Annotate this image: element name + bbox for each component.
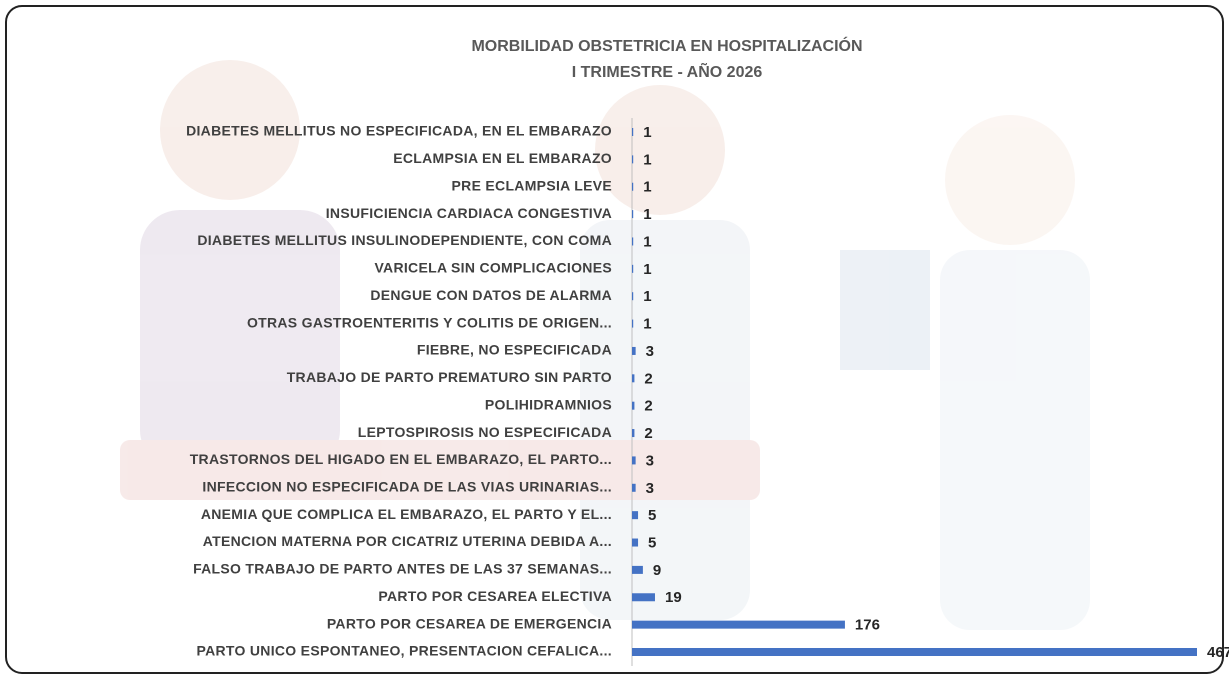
bar bbox=[632, 566, 643, 574]
data-label: 176 bbox=[855, 617, 880, 634]
category-label: OTRAS GASTROENTERITIS Y COLITIS DE ORIGE… bbox=[247, 314, 612, 330]
data-label: 1 bbox=[643, 124, 651, 141]
data-label: 467 bbox=[1207, 644, 1229, 661]
data-label: 3 bbox=[646, 343, 654, 360]
data-label: 1 bbox=[643, 288, 651, 305]
category-label: POLIHIDRAMNIOS bbox=[485, 396, 612, 412]
category-label: DIABETES MELLITUS INSULINODEPENDIENTE, C… bbox=[197, 232, 612, 248]
category-label: DENGUE CON DATOS DE ALARMA bbox=[370, 287, 612, 303]
data-label: 19 bbox=[665, 589, 682, 606]
data-label: 9 bbox=[653, 562, 661, 579]
bar bbox=[632, 292, 633, 300]
bar bbox=[632, 621, 845, 629]
data-label: 1 bbox=[643, 206, 651, 223]
category-label: ANEMIA QUE COMPLICA EL EMBARAZO, EL PART… bbox=[201, 506, 612, 522]
bar bbox=[632, 374, 634, 382]
bar bbox=[632, 237, 633, 245]
data-label: 1 bbox=[643, 151, 651, 168]
chart: MORBILIDAD OBSTETRICIA EN HOSPITALIZACIÓ… bbox=[0, 0, 1229, 679]
category-label: ECLAMPSIA EN EL EMBARAZO bbox=[393, 150, 612, 166]
chart-title: MORBILIDAD OBSTETRICIA EN HOSPITALIZACIÓ… bbox=[471, 36, 862, 55]
chart-subtitle: I TRIMESTRE - AÑO 2026 bbox=[572, 61, 763, 81]
bar bbox=[632, 456, 636, 464]
category-label: VARICELA SIN COMPLICACIONES bbox=[374, 260, 612, 276]
category-label: DIABETES MELLITUS NO ESPECIFICADA, EN EL… bbox=[186, 123, 612, 139]
category-label: ATENCION MATERNA POR CICATRIZ UTERINA DE… bbox=[203, 533, 612, 549]
data-label: 3 bbox=[646, 480, 654, 497]
category-label: INSUFICIENCIA CARDIACA CONGESTIVA bbox=[326, 205, 612, 221]
category-label: PRE ECLAMPSIA LEVE bbox=[452, 177, 612, 193]
category-label: PARTO POR CESAREA DE EMERGENCIA bbox=[327, 615, 612, 631]
category-label: PARTO POR CESAREA ELECTIVA bbox=[378, 588, 612, 604]
data-label: 1 bbox=[643, 261, 651, 278]
bar bbox=[632, 183, 633, 191]
data-label: 2 bbox=[644, 398, 652, 415]
category-label: PARTO UNICO ESPONTANEO, PRESENTACION CEF… bbox=[196, 643, 612, 659]
bar bbox=[632, 265, 633, 273]
data-label: 1 bbox=[643, 316, 651, 333]
category-label: LEPTOSPIROSIS NO ESPECIFICADA bbox=[358, 424, 612, 440]
category-label: FIEBRE, NO ESPECIFICADA bbox=[417, 342, 612, 358]
data-label: 5 bbox=[648, 507, 656, 524]
bar bbox=[632, 210, 633, 218]
category-label: INFECCION NO ESPECIFICADA DE LAS VIAS UR… bbox=[202, 478, 612, 494]
data-label: 1 bbox=[643, 179, 651, 196]
bar bbox=[632, 128, 633, 136]
bar bbox=[632, 648, 1197, 656]
bar bbox=[632, 429, 634, 437]
bar bbox=[632, 511, 638, 519]
bar bbox=[632, 402, 634, 410]
category-label: FALSO TRABAJO DE PARTO ANTES DE LAS 37 S… bbox=[193, 561, 612, 577]
data-label: 2 bbox=[644, 370, 652, 387]
bar bbox=[632, 593, 655, 601]
data-label: 2 bbox=[644, 425, 652, 442]
bar bbox=[632, 155, 633, 163]
data-label: 1 bbox=[643, 233, 651, 250]
bar bbox=[632, 347, 636, 355]
data-label: 5 bbox=[648, 534, 656, 551]
bar bbox=[632, 320, 633, 328]
bar bbox=[632, 484, 636, 492]
bar bbox=[632, 539, 638, 547]
data-label: 3 bbox=[646, 452, 654, 469]
category-label: TRABAJO DE PARTO PREMATURO SIN PARTO bbox=[287, 369, 612, 385]
category-label: TRASTORNOS DEL HIGADO EN EL EMBARAZO, EL… bbox=[190, 451, 612, 467]
